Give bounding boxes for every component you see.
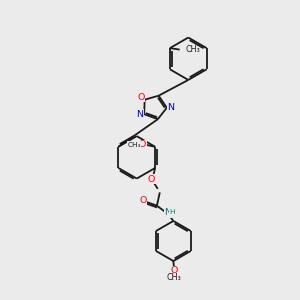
Text: O: O — [140, 196, 147, 205]
Text: O: O — [170, 266, 178, 275]
Text: N: N — [165, 208, 172, 217]
Text: N: N — [167, 103, 174, 112]
Text: O: O — [137, 93, 145, 102]
Text: CH₃: CH₃ — [127, 142, 141, 148]
Text: CH₃: CH₃ — [167, 273, 181, 282]
Text: CH₃: CH₃ — [186, 45, 201, 54]
Text: N: N — [136, 110, 143, 119]
Text: H: H — [170, 208, 175, 214]
Text: O: O — [139, 140, 146, 149]
Text: O: O — [148, 175, 155, 184]
